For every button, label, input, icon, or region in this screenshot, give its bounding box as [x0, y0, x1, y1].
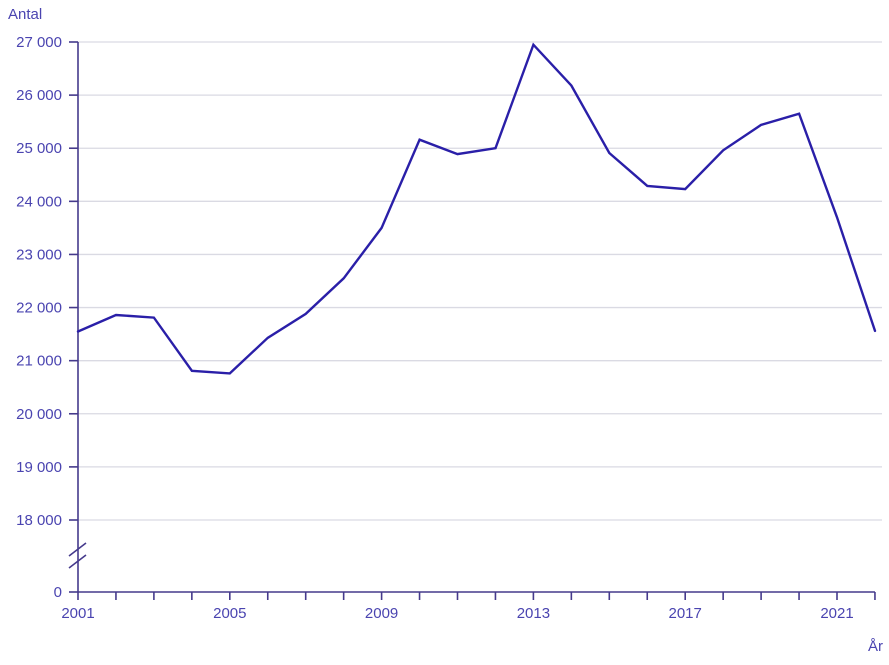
- y-axis-title: Antal: [8, 6, 43, 23]
- y-tick-label: 23 000: [16, 246, 62, 263]
- x-tick-label: 2009: [365, 605, 398, 622]
- y-tick-label: 21 000: [16, 353, 62, 370]
- y-tick-label: 18 000: [16, 512, 62, 529]
- x-axis-title: År: [868, 638, 883, 655]
- y-tick-label: 22 000: [16, 300, 62, 317]
- x-tick-label: 2013: [517, 605, 550, 622]
- axis-break-mark: [68, 542, 87, 557]
- y-tick-label: 27 000: [16, 34, 62, 51]
- x-tick-label: 2001: [61, 605, 94, 622]
- x-tick-label: 2005: [213, 605, 246, 622]
- data-line: [76, 42, 877, 375]
- y-tick-label: 26 000: [16, 87, 62, 104]
- axis-break-mark: [68, 554, 87, 569]
- y-tick-label: 25 000: [16, 140, 62, 157]
- y-tick-label: 19 000: [16, 459, 62, 476]
- x-tick-label: 2021: [820, 605, 853, 622]
- y-tick-label: 20 000: [16, 406, 62, 423]
- x-tick-label: 2017: [669, 605, 702, 622]
- y-tick-label: 24 000: [16, 193, 62, 210]
- y-zero-label: 0: [54, 584, 62, 601]
